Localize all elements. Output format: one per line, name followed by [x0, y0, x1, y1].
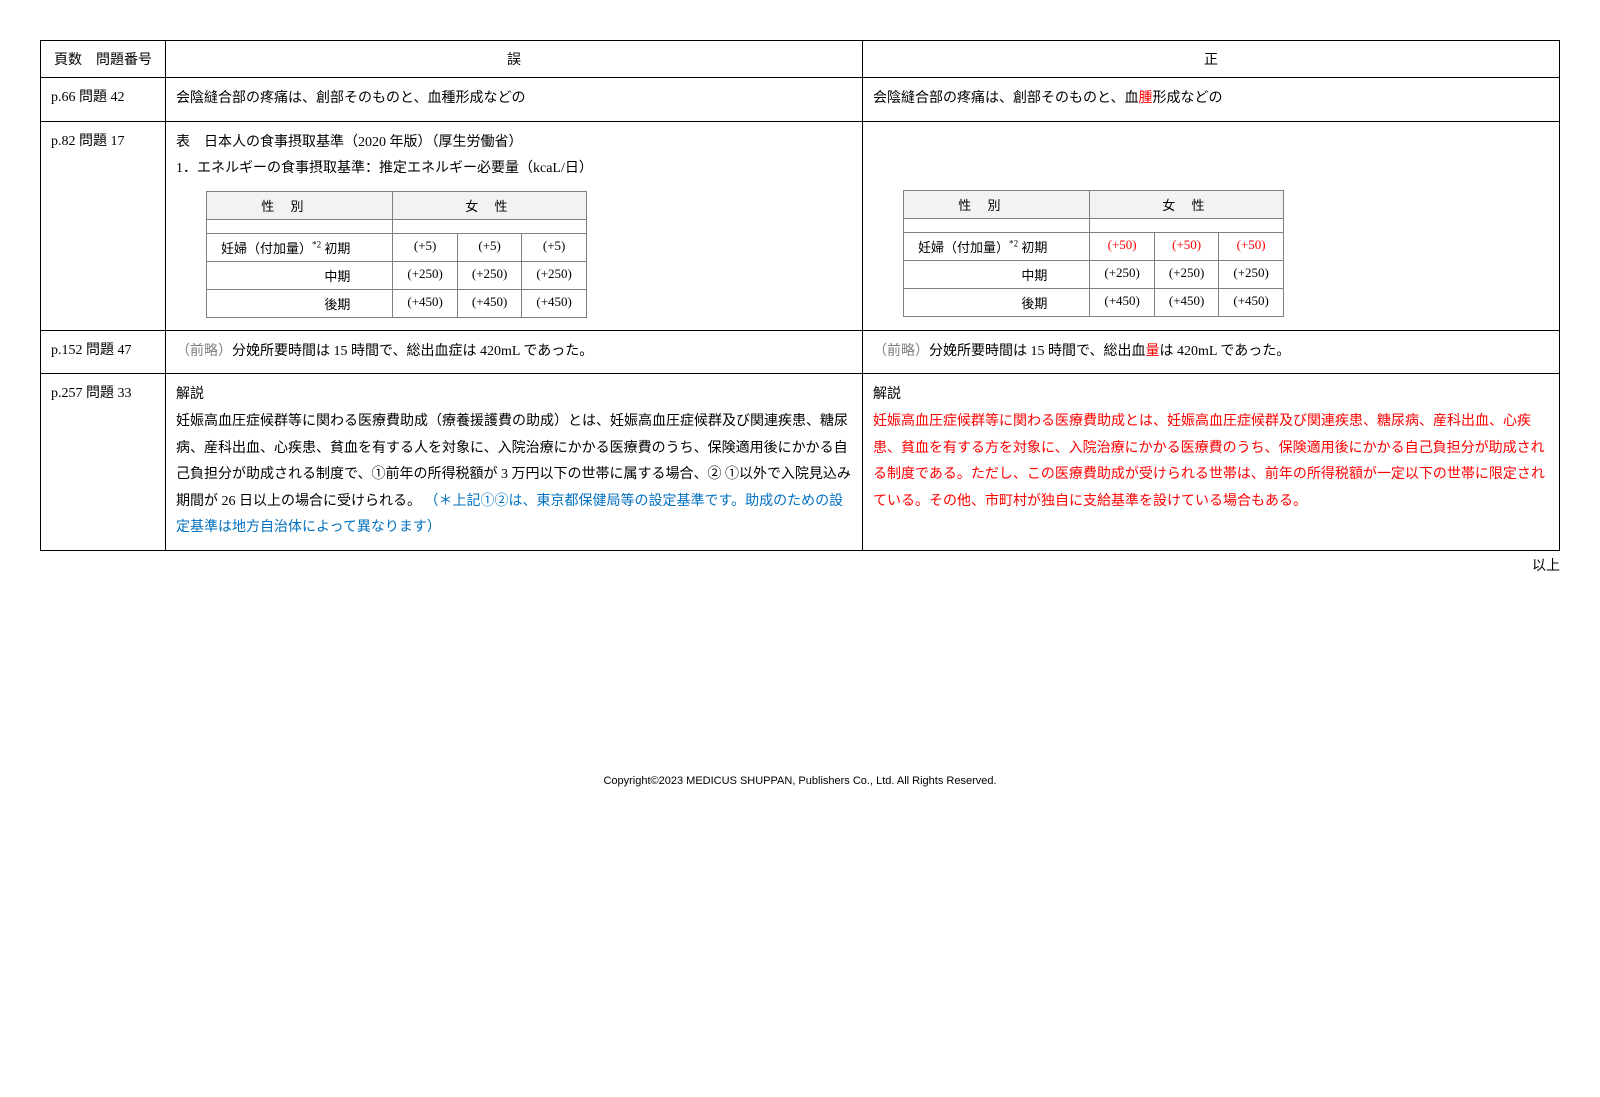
header-page: 頁数 問題番号 [41, 41, 166, 78]
highlight-text: 妊娠高血圧症候群等に関わる医療費助成とは、妊娠高血圧症候群及び関連疾患、糖尿病、… [873, 414, 1545, 509]
correct-cell: 解説 妊娠高血圧症候群等に関わる医療費助成とは、妊娠高血圧症候群及び関連疾患、糖… [863, 374, 1560, 551]
end-of-text: 以上 [40, 555, 1560, 575]
wrong-cell: 解説 妊娠高血圧症候群等に関わる医療費助成（療養援護費の助成）とは、妊娠高血圧症… [166, 374, 863, 551]
wrong-cell: 表 日本人の食事摂取基準（2020 年版）（厚生労働省） 1．エネルギーの食事摂… [166, 121, 863, 330]
inner-table-wrong: 性 別 女 性 妊婦（付加量）*2 初期 (+5) (+5) (+5) [206, 191, 587, 318]
page-ref: p.257 問題 33 [41, 374, 166, 551]
header-wrong: 誤 [166, 41, 863, 78]
errata-row: p.257 問題 33 解説 妊娠高血圧症候群等に関わる医療費助成（療養援護費の… [41, 374, 1560, 551]
correct-cell: 性 別 女 性 妊婦（付加量）*2 初期 (+50) (+50) (+50) [863, 121, 1560, 330]
wrong-cell: （前略）分娩所要時間は 15 時間で、総出血症は 420mL であった。 [166, 330, 863, 374]
errata-table: 頁数 問題番号 誤 正 p.66 問題 42 会陰縫合部の疼痛は、創部そのものと… [40, 40, 1560, 551]
copyright-notice: Copyright©2023 MEDICUS SHUPPAN, Publishe… [40, 775, 1560, 787]
highlight-text: 量 [1145, 344, 1159, 359]
correct-cell: 会陰縫合部の疼痛は、創部そのものと、血腫形成などの [863, 78, 1560, 122]
errata-row: p.66 問題 42 会陰縫合部の疼痛は、創部そのものと、血種形成などの 会陰縫… [41, 78, 1560, 122]
header-row: 頁数 問題番号 誤 正 [41, 41, 1560, 78]
highlight-text: 腫 [1138, 91, 1152, 106]
errata-row: p.152 問題 47 （前略）分娩所要時間は 15 時間で、総出血症は 420… [41, 330, 1560, 374]
wrong-cell: 会陰縫合部の疼痛は、創部そのものと、血種形成などの [166, 78, 863, 122]
correct-cell: （前略）分娩所要時間は 15 時間で、総出血量は 420mL であった。 [863, 330, 1560, 374]
page-ref: p.66 問題 42 [41, 78, 166, 122]
errata-row: p.82 問題 17 表 日本人の食事摂取基準（2020 年版）（厚生労働省） … [41, 121, 1560, 330]
page-ref: p.152 問題 47 [41, 330, 166, 374]
page-ref: p.82 問題 17 [41, 121, 166, 330]
header-correct: 正 [863, 41, 1560, 78]
inner-table-correct: 性 別 女 性 妊婦（付加量）*2 初期 (+50) (+50) (+50) [903, 190, 1284, 317]
